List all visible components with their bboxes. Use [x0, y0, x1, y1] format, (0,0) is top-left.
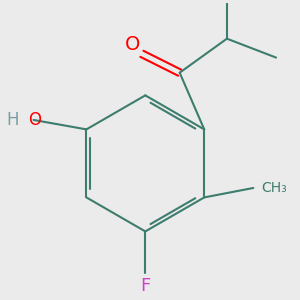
- Text: O: O: [125, 35, 140, 54]
- Text: H: H: [6, 111, 18, 129]
- Text: CH₃: CH₃: [261, 181, 287, 195]
- Text: O: O: [28, 111, 41, 129]
- Text: F: F: [140, 277, 150, 295]
